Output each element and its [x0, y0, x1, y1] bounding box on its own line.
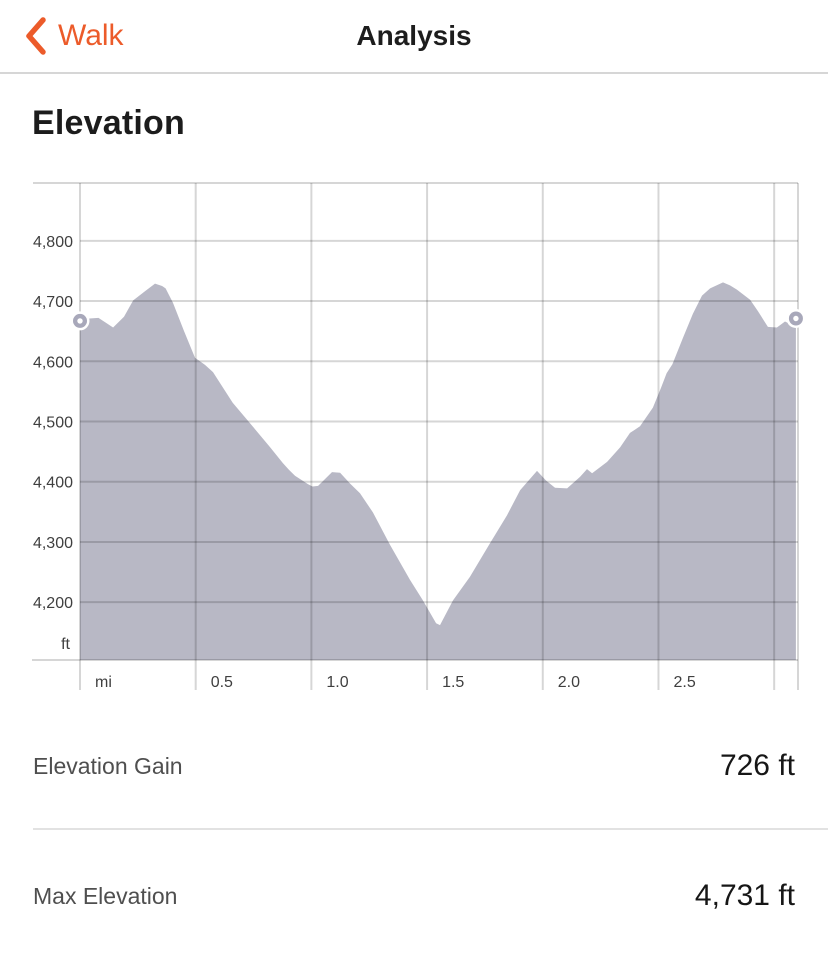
- back-button-label: Walk: [58, 19, 124, 52]
- elevation-area: [80, 282, 796, 660]
- section-heading: Elevation: [32, 104, 185, 142]
- y-axis-label: 4,600: [33, 354, 73, 371]
- elevation-chart[interactable]: 4,800 4,700 4,600 4,500 4,400 4,300 4,200 ft mi 0…: [0, 180, 828, 700]
- back-button[interactable]: Walk: [24, 0, 124, 72]
- x-axis-labels: mi 0.5 1.0 1.5 2.0 2.5: [95, 674, 696, 691]
- y-axis-label: 4,800: [33, 234, 73, 251]
- x-axis-label: 1.5: [442, 674, 464, 691]
- y-axis-unit-label: ft: [61, 636, 70, 653]
- y-axis-label: 4,700: [33, 294, 73, 311]
- back-chevron-icon: [26, 17, 46, 55]
- x-axis-label: 0.5: [211, 674, 233, 691]
- stat-row-elevation-gain: Elevation Gain 726 ft: [0, 731, 828, 801]
- nav-bar: Walk Analysis: [0, 0, 828, 74]
- start-marker[interactable]: [70, 311, 90, 331]
- row-divider: [33, 828, 828, 830]
- y-axis-label: 4,400: [33, 475, 73, 492]
- y-axis-label: 4,300: [33, 535, 73, 552]
- y-axis-label: 4,500: [33, 415, 73, 432]
- elevation-gain-label: Elevation Gain: [33, 752, 183, 779]
- y-axis-label: 4,200: [33, 595, 73, 612]
- x-axis-label: mi: [95, 674, 112, 691]
- max-elevation-label: Max Elevation: [33, 882, 178, 909]
- page-title: Analysis: [356, 20, 472, 51]
- end-marker[interactable]: [786, 309, 806, 329]
- elevation-gain-value: 726 ft: [719, 749, 795, 782]
- max-elevation-value: 4,731 ft: [694, 879, 795, 912]
- chart-grid: [32, 182, 799, 690]
- x-axis-label: 2.5: [673, 674, 695, 691]
- y-axis-labels: 4,800 4,700 4,600 4,500 4,400 4,300 4,200 ft: [33, 234, 73, 653]
- stat-row-max-elevation: Max Elevation 4,731 ft: [0, 861, 828, 931]
- x-axis-label: 1.0: [326, 674, 348, 691]
- x-axis-label: 2.0: [558, 674, 580, 691]
